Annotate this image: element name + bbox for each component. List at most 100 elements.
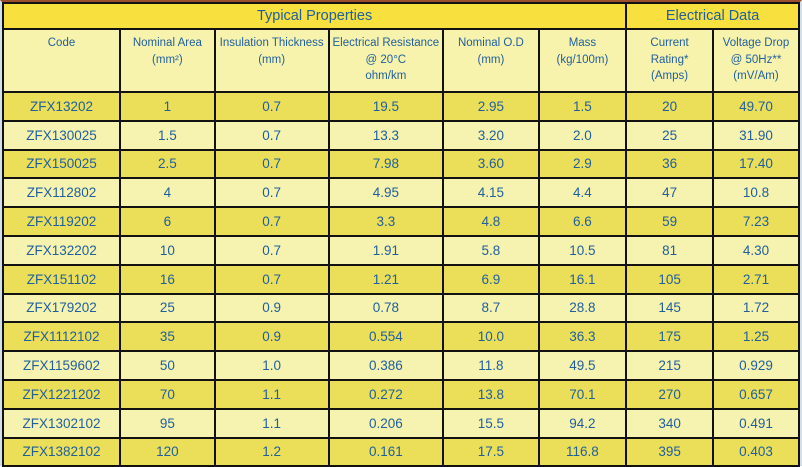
column-header-line: Current	[650, 37, 689, 49]
column-header-line: @ 50Hz**	[730, 53, 782, 66]
cell-code: ZFX1302102	[2, 407, 121, 439]
cell-code: ZFX1112102	[2, 321, 121, 353]
cell-electrical-resistance: 0.78	[327, 292, 445, 324]
column-header-line: (kg/100m)	[556, 53, 609, 66]
cell-voltage-drop: 1.72	[711, 292, 801, 324]
cell-electrical-resistance: 1.21	[327, 263, 445, 295]
cell-electrical-resistance: 0.161	[327, 436, 445, 467]
column-header-nominal-od: Nominal O.D (mm)	[442, 28, 540, 93]
column-header-nominal-area: Nominal Area (mm²)	[119, 28, 216, 93]
cell-current-rating: 395	[625, 436, 714, 467]
cell-voltage-drop: 31.90	[711, 119, 801, 151]
cell-current-rating: 20	[625, 91, 714, 122]
table-row: ZFX112802 4 0.7 4.95 4.15 4.4 47 10.8	[2, 177, 801, 209]
cell-current-rating: 105	[625, 263, 714, 295]
cell-nominal-od: 2.95	[442, 91, 540, 122]
column-header-line: Code	[47, 37, 76, 49]
column-header-mass: Mass (kg/100m)	[537, 28, 628, 93]
cell-current-rating: 36	[625, 148, 714, 180]
cell-insulation-thickness: 0.7	[213, 234, 330, 266]
column-header-code: Code	[2, 28, 121, 93]
cell-mass: 16.1	[537, 263, 628, 295]
cell-insulation-thickness: 0.7	[213, 206, 330, 237]
cell-current-rating: 215	[625, 350, 714, 381]
cell-current-rating: 145	[625, 292, 714, 324]
group-header-electrical-data: Electrical Data	[625, 2, 800, 30]
cell-code: ZFX1159602	[2, 350, 121, 381]
cell-nominal-area: 50	[119, 350, 216, 381]
cell-electrical-resistance: 0.386	[327, 350, 445, 381]
table-row: ZFX132202 10 0.7 1.91 5.8 10.5 81 4.30	[2, 234, 801, 266]
cell-nominal-od: 3.20	[442, 119, 540, 151]
cell-mass: 2.9	[537, 148, 628, 180]
cell-mass: 2.0	[537, 119, 628, 151]
cell-code: ZFX151102	[2, 263, 121, 295]
cell-nominal-od: 8.7	[442, 292, 540, 324]
column-header-insulation-thickness: Insulation Thickness (mm)	[213, 28, 330, 93]
cell-electrical-resistance: 19.5	[327, 91, 445, 122]
cell-code: ZFX1382102	[2, 436, 121, 467]
column-header-line: Mass	[568, 37, 597, 49]
cell-insulation-thickness: 0.9	[213, 321, 330, 353]
column-header-line: (mm²)	[152, 53, 183, 66]
cell-nominal-od: 4.15	[442, 177, 540, 209]
cell-nominal-area: 70	[119, 378, 216, 410]
cell-nominal-area: 10	[119, 234, 216, 266]
cell-insulation-thickness: 0.7	[213, 177, 330, 209]
cell-insulation-thickness: 1.1	[213, 378, 330, 410]
cell-insulation-thickness: 0.7	[213, 263, 330, 295]
cell-code: ZFX112802	[2, 177, 121, 209]
cell-voltage-drop: 2.71	[711, 263, 801, 295]
cell-electrical-resistance: 4.95	[327, 177, 445, 209]
cell-nominal-od: 10.0	[442, 321, 540, 353]
cell-insulation-thickness: 1.2	[213, 436, 330, 467]
cell-nominal-area: 16	[119, 263, 216, 295]
table-row: ZFX1302102 95 1.1 0.206 15.5 94.2 340 0.491	[2, 407, 801, 439]
cell-electrical-resistance: 0.206	[327, 407, 445, 439]
cell-nominal-od: 13.8	[442, 378, 540, 410]
cell-nominal-area: 120	[119, 436, 216, 467]
cell-nominal-area: 1	[119, 91, 216, 122]
column-header-row: Code Nominal Area (mm²) Insulation Thicknes…	[2, 28, 801, 93]
table-body: ZFX13202 1 0.7 19.5 2.95 1.5 20 49.70 ZFX130025 1…	[2, 91, 801, 467]
cell-nominal-od: 3.60	[442, 148, 540, 180]
table-row: ZFX1112102 35 0.9 0.554 10.0 36.3 175 1.25	[2, 321, 801, 353]
cell-code: ZFX132202	[2, 234, 121, 266]
group-header-typical-properties: Typical Properties	[1, 2, 628, 30]
cell-voltage-drop: 4.30	[711, 234, 801, 266]
cell-code: ZFX130025	[2, 119, 121, 151]
column-header-line: (mm)	[258, 53, 286, 66]
cell-nominal-area: 25	[119, 292, 216, 324]
table-row: ZFX130025 1.5 0.7 13.3 3.20 2.0 25 31.90	[2, 119, 801, 151]
cell-nominal-od: 4.8	[442, 206, 540, 237]
cell-current-rating: 81	[625, 234, 714, 266]
table-row: ZFX1382102 120 1.2 0.161 17.5 116.8 395 0.403	[2, 436, 801, 467]
cell-mass: 36.3	[537, 321, 628, 353]
table-row: ZFX151102 16 0.7 1.21 6.9 16.1 105 2.71	[2, 263, 801, 295]
cell-nominal-od: 6.9	[442, 263, 540, 295]
column-header-line: Rating*	[650, 53, 689, 66]
column-header-line: Insulation Thickness	[219, 37, 324, 49]
cell-nominal-area: 2.5	[119, 148, 216, 180]
cell-mass: 10.5	[537, 234, 628, 266]
cell-current-rating: 59	[625, 206, 714, 237]
cell-code: ZFX13202	[2, 91, 121, 122]
column-header-line: @ 20°C	[365, 53, 407, 66]
column-header-line: (mm)	[477, 53, 505, 66]
column-header-line: ohm/km	[365, 70, 407, 83]
group-header-row: Typical Properties Electrical Data	[1, 2, 800, 30]
cell-electrical-resistance: 3.3	[327, 206, 445, 237]
column-header-line: Nominal O.D	[457, 37, 524, 49]
cell-voltage-drop: 0.657	[711, 378, 801, 410]
table-row: ZFX1221202 70 1.1 0.272 13.8 70.1 270 0.657	[2, 378, 801, 410]
cell-nominal-area: 95	[119, 407, 216, 439]
cell-nominal-area: 6	[119, 206, 216, 237]
column-header-current-rating: Current Rating* (Amps)	[625, 28, 714, 93]
cell-mass: 49.5	[537, 350, 628, 381]
cell-mass: 6.6	[537, 206, 628, 237]
cell-mass: 70.1	[537, 378, 628, 410]
cell-voltage-drop: 0.491	[711, 407, 801, 439]
table-row: ZFX179202 25 0.9 0.78 8.7 28.8 145 1.72	[2, 292, 801, 324]
cell-voltage-drop: 49.70	[711, 91, 801, 122]
